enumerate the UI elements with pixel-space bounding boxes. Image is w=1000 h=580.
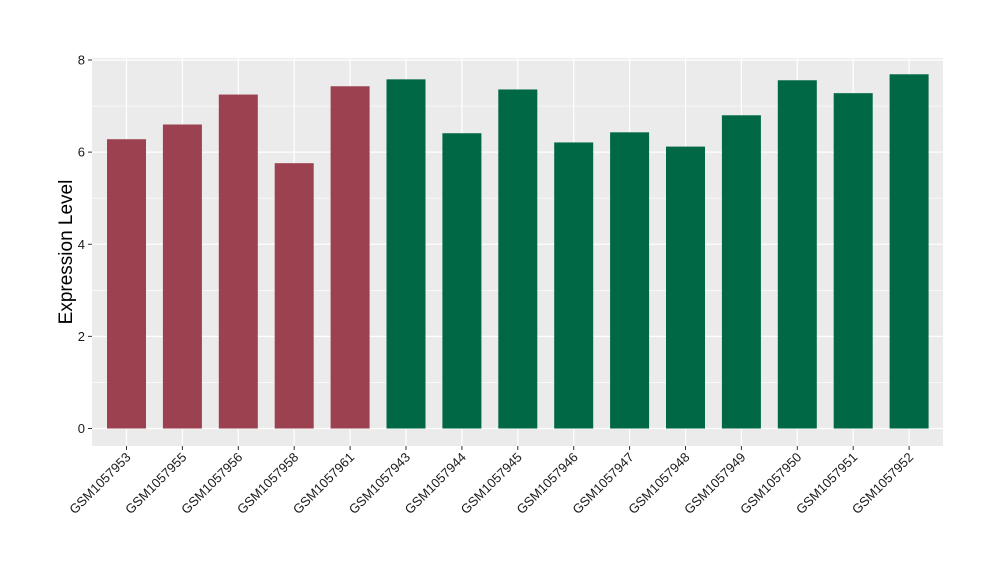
bar-GSM1057953: [107, 139, 146, 429]
bar-GSM1057958: [274, 163, 314, 429]
y-tick-label: 4: [78, 237, 85, 252]
bar-GSM1057950: [777, 80, 817, 429]
bar-GSM1057944: [442, 133, 482, 429]
y-axis-title: Expression Level: [56, 180, 77, 325]
y-tick-label: 0: [78, 421, 85, 436]
bar-GSM1057952: [889, 74, 929, 429]
bar-GSM1057956: [218, 94, 258, 429]
bar-GSM1057949: [721, 115, 761, 429]
bar-GSM1057961: [330, 86, 370, 429]
y-tick-label: 2: [78, 329, 85, 344]
bar-GSM1057945: [498, 89, 538, 429]
y-tick-label: 8: [78, 53, 85, 68]
bar-GSM1057947: [610, 132, 650, 429]
bars: [107, 74, 929, 429]
bar-GSM1057946: [554, 142, 594, 429]
bar-GSM1057955: [162, 124, 202, 429]
y-tick-label: 6: [78, 145, 85, 160]
bar-GSM1057948: [666, 146, 705, 429]
bar-GSM1057951: [833, 93, 873, 429]
bar-GSM1057943: [386, 79, 426, 429]
